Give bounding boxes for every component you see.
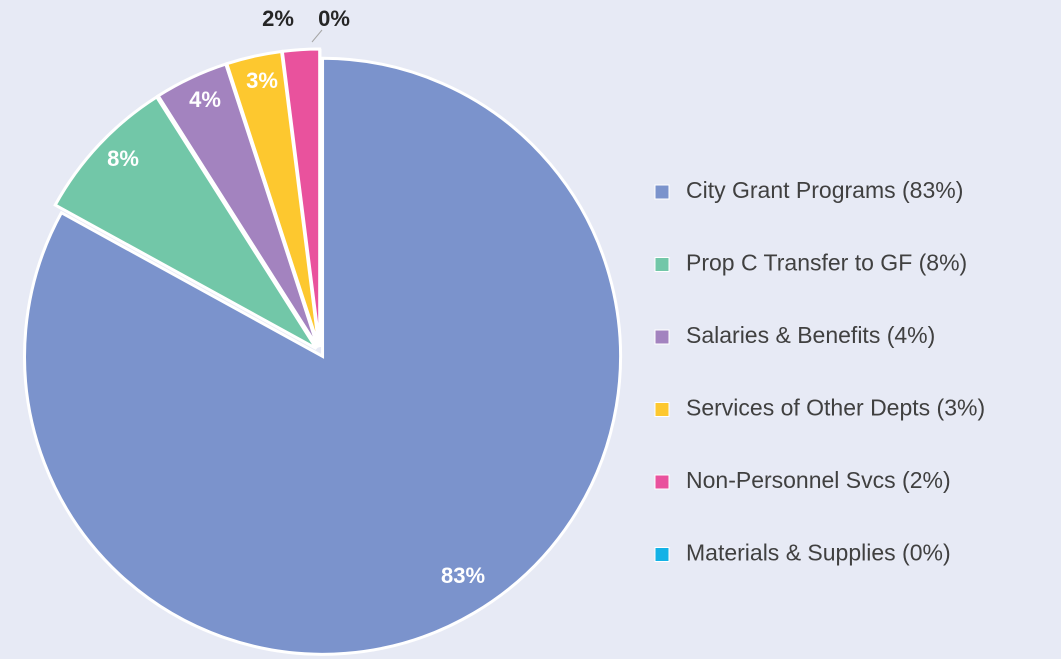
legend-label: City Grant Programs (83%) — [686, 177, 963, 203]
pie-slice — [53, 94, 318, 350]
leader-line — [311, 29, 323, 43]
legend-label: Non-Personnel Svcs (2%) — [686, 467, 951, 493]
legend-label: Salaries & Benefits (4%) — [686, 322, 935, 348]
data-label: 0% — [318, 6, 350, 31]
legend-swatch — [654, 547, 670, 562]
legend-swatch — [654, 329, 670, 345]
data-label: 4% — [189, 87, 221, 112]
legend-swatch — [654, 402, 670, 417]
pie-slice — [23, 56, 623, 656]
legend-label: Services of Other Depts (3%) — [686, 395, 985, 421]
data-label: 83% — [441, 563, 485, 588]
legend-swatch — [654, 257, 670, 272]
data-label: 8% — [107, 146, 139, 171]
legend-label: Materials & Supplies (0%) — [686, 540, 951, 566]
legend-swatch — [654, 474, 670, 490]
legend-label: Prop C Transfer to GF (8%) — [686, 250, 967, 276]
data-label: 2% — [262, 6, 294, 31]
legend-swatch — [654, 184, 670, 200]
data-label: 3% — [246, 68, 278, 93]
